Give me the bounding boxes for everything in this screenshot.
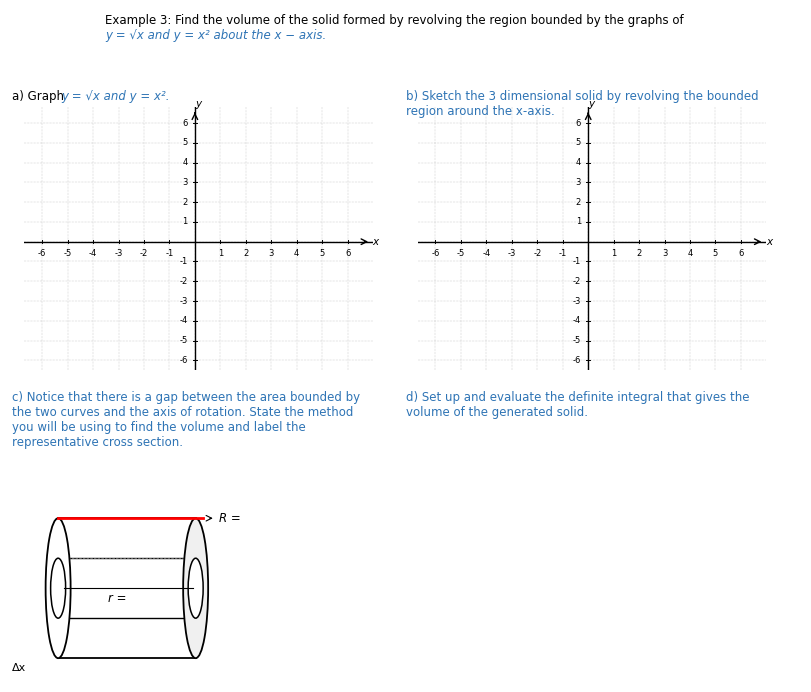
Text: 3: 3 <box>182 178 188 187</box>
Text: 2: 2 <box>243 249 248 258</box>
Text: -5: -5 <box>63 249 71 258</box>
Text: y = √x and y = x².: y = √x and y = x². <box>61 90 169 103</box>
Text: -5: -5 <box>179 336 188 345</box>
Text: 6: 6 <box>738 249 744 258</box>
Text: 2: 2 <box>637 249 642 258</box>
Text: 5: 5 <box>713 249 718 258</box>
Text: -6: -6 <box>179 356 188 365</box>
Text: 2: 2 <box>576 198 581 207</box>
Text: 4: 4 <box>294 249 299 258</box>
Text: -4: -4 <box>179 316 188 325</box>
Text: -1: -1 <box>573 257 581 266</box>
Text: 3: 3 <box>576 178 581 187</box>
Text: a) Graph: a) Graph <box>12 90 68 103</box>
Text: c) Notice that there is a gap between the area bounded by
the two curves and the: c) Notice that there is a gap between th… <box>12 391 360 449</box>
Text: 1: 1 <box>576 217 581 226</box>
Text: -2: -2 <box>573 277 581 286</box>
Ellipse shape <box>50 558 66 618</box>
Text: -3: -3 <box>179 296 188 306</box>
Text: -3: -3 <box>114 249 122 258</box>
Text: Δx: Δx <box>12 663 27 673</box>
Text: -4: -4 <box>573 316 581 325</box>
Text: 5: 5 <box>576 138 581 147</box>
Text: x: x <box>372 237 379 247</box>
Ellipse shape <box>183 518 208 658</box>
Text: 6: 6 <box>576 118 581 127</box>
Text: b) Sketch the 3 dimensional solid by revolving the bounded
region around the x-a: b) Sketch the 3 dimensional solid by rev… <box>406 90 758 118</box>
Text: 1: 1 <box>611 249 616 258</box>
Text: -3: -3 <box>508 249 516 258</box>
Text: -5: -5 <box>573 336 581 345</box>
Text: 1: 1 <box>182 217 188 226</box>
Text: -2: -2 <box>139 249 148 258</box>
Text: -4: -4 <box>483 249 491 258</box>
Text: 4: 4 <box>576 158 581 167</box>
Text: -4: -4 <box>89 249 97 258</box>
Text: 6: 6 <box>182 118 188 127</box>
Text: -1: -1 <box>179 257 188 266</box>
Text: y: y <box>588 99 594 109</box>
Text: -1: -1 <box>559 249 567 258</box>
Text: 5: 5 <box>182 138 188 147</box>
Text: -3: -3 <box>573 296 581 306</box>
Text: 1: 1 <box>217 249 223 258</box>
Text: r =: r = <box>108 592 127 605</box>
Text: 3: 3 <box>268 249 274 258</box>
Text: 5: 5 <box>320 249 324 258</box>
Ellipse shape <box>188 558 203 618</box>
Text: R =: R = <box>220 511 241 525</box>
Text: -6: -6 <box>431 249 440 258</box>
Text: -5: -5 <box>457 249 465 258</box>
Text: -2: -2 <box>533 249 542 258</box>
Ellipse shape <box>45 518 71 658</box>
Text: -6: -6 <box>573 356 581 365</box>
Text: y = √x and y = x² about the x − axis.: y = √x and y = x² about the x − axis. <box>105 29 327 42</box>
Text: x: x <box>766 237 772 247</box>
Text: 6: 6 <box>345 249 350 258</box>
Text: -6: -6 <box>38 249 46 258</box>
Text: d) Set up and evaluate the definite integral that gives the
volume of the genera: d) Set up and evaluate the definite inte… <box>406 391 749 419</box>
Text: -1: -1 <box>165 249 174 258</box>
Text: -2: -2 <box>179 277 188 286</box>
Text: 4: 4 <box>182 158 188 167</box>
Text: y: y <box>195 99 201 109</box>
Text: 4: 4 <box>688 249 693 258</box>
Text: 3: 3 <box>662 249 667 258</box>
Text: 2: 2 <box>182 198 188 207</box>
Text: Example 3: Find the volume of the solid formed by revolving the region bounded b: Example 3: Find the volume of the solid … <box>105 14 684 27</box>
